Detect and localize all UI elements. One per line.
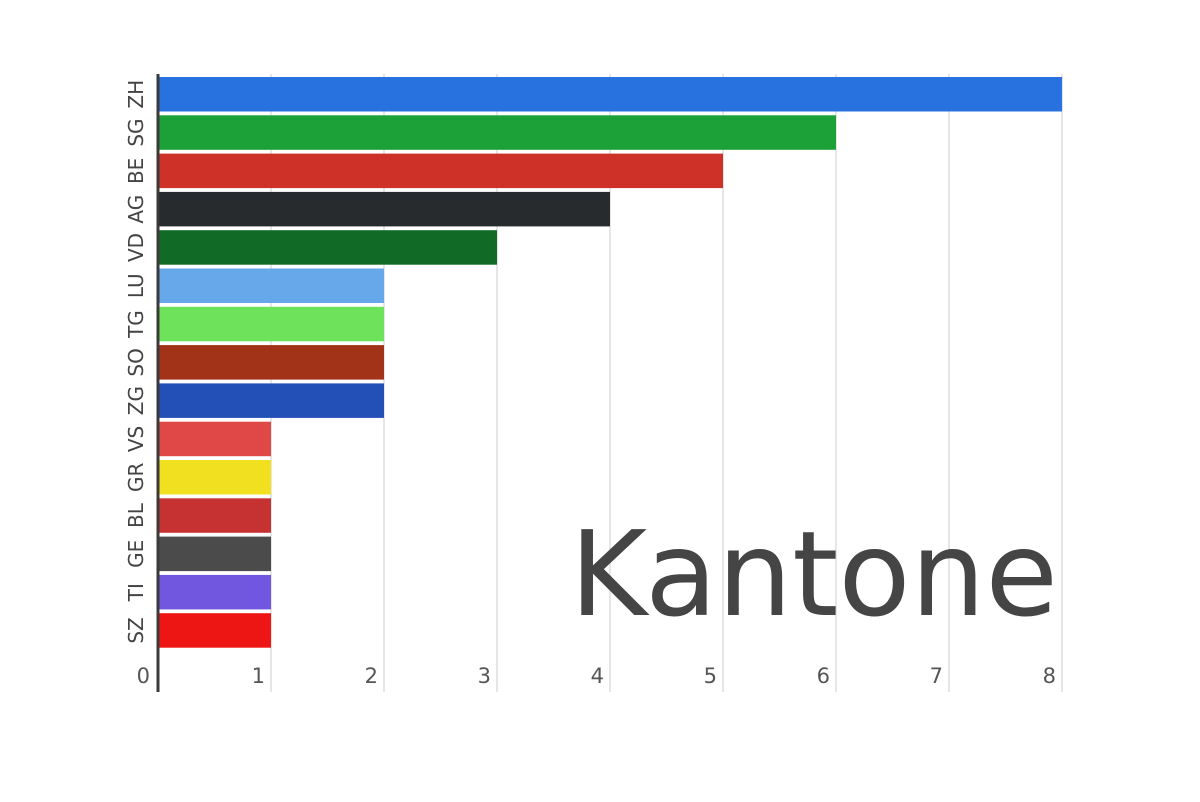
bars	[159, 77, 1062, 648]
chart-title: Kantone	[570, 505, 1058, 643]
x-tick-label-6: 6	[817, 664, 830, 688]
bar-zg	[159, 383, 384, 418]
bar-tg	[159, 306, 384, 342]
bar-ge	[159, 536, 271, 572]
y-tick-label-be: BE	[124, 158, 148, 184]
labels: 0 1 2 3 4 5 6 7 8 ZH SG BE AG VD LU TG SO ZG VS GR BL GE TI SZ	[124, 80, 1056, 688]
y-tick-label-vs: VS	[124, 426, 148, 452]
bar-zh	[159, 77, 1062, 112]
y-tick-label-gr: GR	[124, 462, 148, 491]
y-tick-label-sz: SZ	[124, 617, 148, 643]
bar-sz	[159, 613, 271, 648]
y-tick-label-vd: VD	[124, 233, 148, 262]
y-tick-label-so: SO	[124, 348, 148, 376]
bar-ag	[159, 191, 610, 227]
bar-lu	[159, 268, 384, 303]
y-tick-label-ge: GE	[124, 540, 148, 568]
bar-be	[159, 153, 723, 189]
x-tick-label-4: 4	[591, 664, 604, 688]
y-tick-label-tg: TG	[124, 310, 148, 339]
x-tick-label-7: 7	[930, 664, 943, 688]
x-tick-label-3: 3	[478, 664, 491, 688]
y-tick-label-ag: AG	[124, 195, 148, 224]
x-tick-label-2: 2	[365, 664, 378, 688]
bar-gr	[159, 460, 271, 495]
y-tick-label-zg: ZG	[124, 386, 148, 415]
bar-ti	[159, 574, 271, 610]
bar-bl	[159, 498, 271, 533]
y-tick-label-sg: SG	[124, 118, 148, 146]
bar-vs	[159, 421, 271, 457]
x-tick-label-8: 8	[1043, 664, 1056, 688]
bar-sg	[159, 115, 836, 150]
bar-vd	[159, 230, 497, 265]
x-tick-label-0: 0	[137, 664, 150, 688]
bar-so	[159, 345, 384, 380]
y-tick-label-lu: LU	[124, 273, 148, 298]
y-tick-label-bl: BL	[124, 502, 148, 528]
x-tick-label-5: 5	[704, 664, 717, 688]
y-tick-label-zh: ZH	[124, 80, 148, 109]
x-tick-label-1: 1	[252, 664, 265, 688]
y-tick-label-ti: TI	[124, 583, 148, 602]
